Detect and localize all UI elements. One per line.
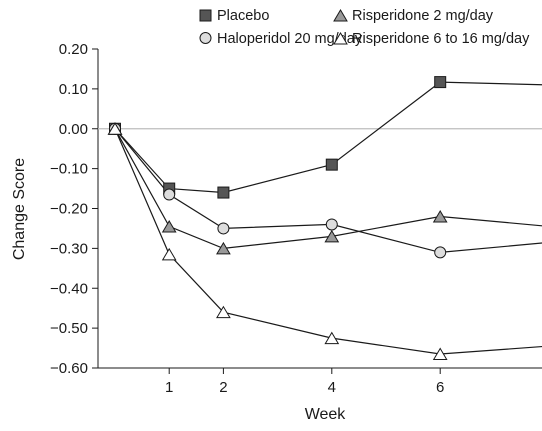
axes: 0.20 0.10 0.00 −0.10 −0.20 −0.30 −0.40 −0.50 −0.… [50, 41, 542, 396]
series-line-2 [114, 128, 542, 250]
legend-label-risperidone-2: Risperidone 2 mg/day [352, 8, 494, 24]
series-line-0 [114, 81, 542, 194]
legend-entry-haloperidol: Haloperidol 20 mg/day [199, 31, 363, 47]
data-point [216, 241, 231, 255]
data-point [216, 305, 231, 319]
legend-marker-risperidone-2 [333, 9, 348, 22]
series-markers [107, 76, 448, 361]
data-point [434, 246, 447, 259]
data-point [161, 219, 177, 233]
x-axis-title: Week [305, 406, 347, 423]
data-point [324, 229, 340, 243]
data-point [217, 222, 230, 235]
series-line-3 [114, 128, 542, 355]
y-tick-label: −0.20 [50, 201, 88, 218]
y-tick-label: −0.50 [50, 320, 88, 337]
legend-marker-haloperidol [199, 32, 212, 44]
x-tick-label: 1 [165, 379, 173, 396]
legend-entry-placebo: Placebo [199, 8, 269, 24]
data-point [325, 218, 338, 231]
legend-label-haloperidol: Haloperidol 20 mg/day [217, 31, 363, 47]
x-tick-label: 6 [436, 379, 444, 396]
y-tick-label: 0.10 [59, 81, 88, 98]
data-point [325, 158, 338, 171]
data-point [163, 188, 176, 201]
series-lines [114, 81, 542, 355]
x-tick-label: 4 [328, 379, 336, 396]
legend-marker-placebo [199, 9, 212, 22]
data-point [432, 347, 448, 361]
y-tick-label: −0.40 [50, 280, 88, 297]
y-tick-label: −0.60 [50, 360, 88, 377]
data-point [107, 122, 123, 135]
legend-entry-risperidone-6-16: Risperidone 6 to 16 mg/day [333, 31, 530, 47]
data-point [324, 331, 340, 345]
legend-entry-risperidone-2: Risperidone 2 mg/day [333, 8, 494, 24]
y-axis-title: Change Score [11, 158, 28, 260]
data-point [434, 76, 447, 89]
series-layer [107, 76, 542, 361]
y-tick-label: −0.10 [50, 161, 88, 178]
y-tick-label: 0.00 [59, 121, 88, 138]
series-line-1 [114, 128, 542, 254]
legend-marker-risperidone-6-16 [333, 32, 348, 45]
legend: Placebo Haloperidol 20 mg/day Risperidon… [199, 8, 530, 47]
legend-label-risperidone-6-16: Risperidone 6 to 16 mg/day [352, 31, 530, 47]
x-tick-label: 2 [219, 379, 227, 396]
data-point [217, 186, 230, 199]
y-tick-label: 0.20 [59, 41, 88, 58]
data-point [432, 209, 448, 223]
y-tick-label: −0.30 [50, 240, 88, 257]
legend-label-placebo: Placebo [217, 8, 269, 24]
data-point [161, 247, 177, 261]
